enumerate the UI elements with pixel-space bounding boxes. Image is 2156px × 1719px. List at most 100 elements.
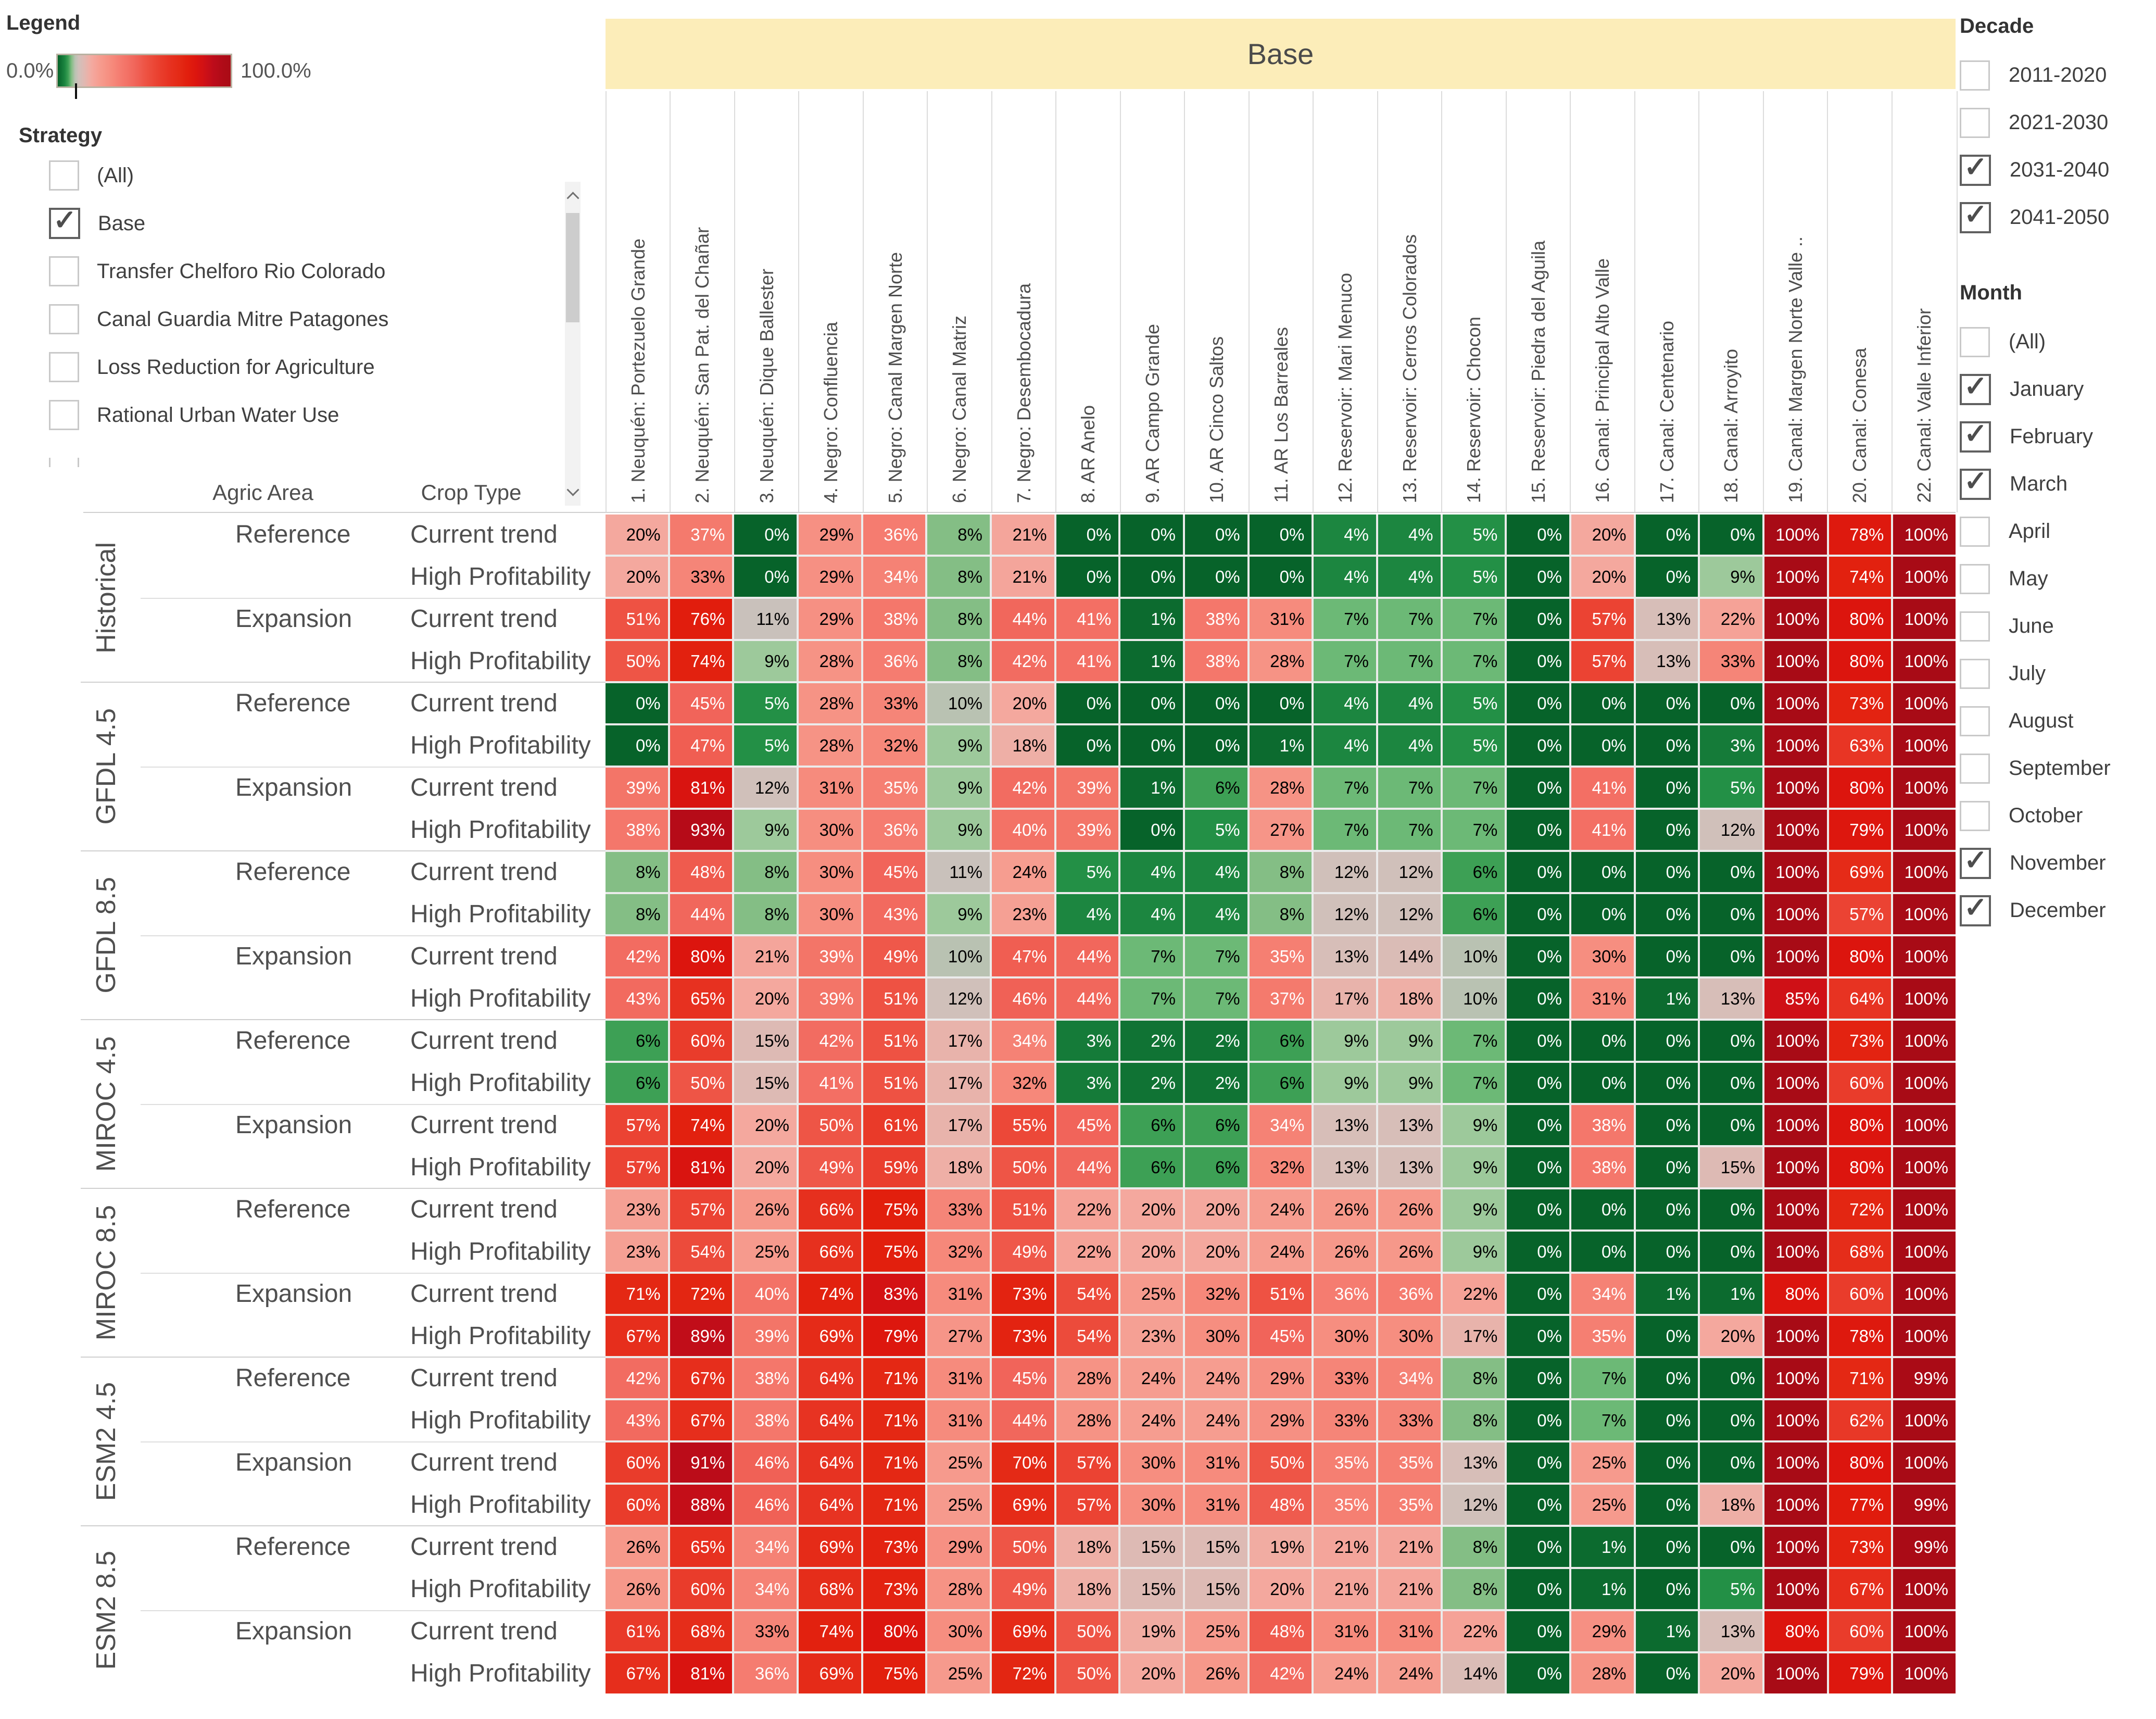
heatmap-cell[interactable]: 100%	[1893, 1316, 1956, 1356]
heatmap-cell[interactable]: 0%	[1507, 1021, 1569, 1061]
heatmap-cell[interactable]: 12%	[1378, 894, 1441, 934]
heatmap-cell[interactable]: 28%	[798, 641, 861, 681]
heatmap-cell[interactable]: 1%	[1700, 1274, 1762, 1314]
heatmap-cell[interactable]: 43%	[606, 978, 668, 1019]
heatmap-cell[interactable]: 51%	[606, 599, 668, 639]
crop-type-label-high-profitability[interactable]: High Profitability	[410, 563, 591, 591]
heatmap-cell[interactable]: 42%	[991, 768, 1054, 808]
strategy-option-partial[interactable]	[49, 458, 597, 467]
month-option-october[interactable]: October	[1960, 792, 2153, 839]
heatmap-cell[interactable]: 64%	[798, 1442, 861, 1483]
heatmap-cell[interactable]: 0%	[1507, 1442, 1569, 1483]
heatmap-cell[interactable]: 3%	[1056, 1063, 1119, 1103]
heatmap-cell[interactable]: 36%	[863, 810, 926, 850]
checkbox-checked[interactable]: ✓	[1960, 466, 1991, 500]
heatmap-cell[interactable]: 0%	[1120, 683, 1183, 723]
heatmap-cell[interactable]: 62%	[1829, 1400, 1892, 1440]
heatmap-cell[interactable]: 19%	[1120, 1611, 1183, 1651]
heatmap-cell[interactable]: 0%	[1120, 515, 1183, 555]
agric-area-label-expansion[interactable]: Expansion	[235, 1111, 352, 1139]
column-header-16-canal-principal-alto-valle[interactable]: 16. Canal: Principal Alto Valle	[1571, 91, 1635, 512]
heatmap-cell[interactable]: 6%	[606, 1063, 668, 1103]
heatmap-cell[interactable]: 18%	[1378, 978, 1441, 1019]
scrollbar-thumb[interactable]	[566, 213, 579, 322]
heatmap-cell[interactable]: 4%	[1378, 557, 1441, 597]
scenario-label-miroc-4-5[interactable]: MIROC 4.5	[78, 1021, 135, 1187]
heatmap-cell[interactable]: 13%	[1314, 1105, 1376, 1145]
heatmap-cell[interactable]: 38%	[1184, 599, 1247, 639]
heatmap-cell[interactable]: 38%	[734, 1358, 797, 1398]
heatmap-cell[interactable]: 0%	[1507, 1063, 1569, 1103]
heatmap-cell[interactable]: 24%	[1378, 1653, 1441, 1693]
heatmap-cell[interactable]: 57%	[1056, 1442, 1119, 1483]
heatmap-cell[interactable]: 67%	[606, 1316, 668, 1356]
heatmap-cell[interactable]: 60%	[1829, 1611, 1892, 1651]
heatmap-cell[interactable]: 7%	[1378, 599, 1441, 639]
heatmap-cell[interactable]: 1%	[1249, 725, 1312, 766]
heatmap-cell[interactable]: 0%	[1635, 1527, 1698, 1567]
heatmap-cell[interactable]: 22%	[1442, 1611, 1505, 1651]
heatmap-cell[interactable]: 13%	[1700, 1611, 1762, 1651]
checkbox-checked[interactable]: ✓	[1960, 199, 1991, 233]
heatmap-cell[interactable]: 9%	[1442, 1189, 1505, 1229]
heatmap-cell[interactable]: 5%	[1442, 725, 1505, 766]
heatmap-cell[interactable]: 42%	[606, 1358, 668, 1398]
checkbox-unchecked[interactable]	[1960, 60, 1990, 91]
column-header-15-reservoir-piedra-del-aguila[interactable]: 15. Reservoir: Piedra del Aguila	[1507, 91, 1571, 512]
heatmap-cell[interactable]: 21%	[991, 515, 1054, 555]
heatmap-cell[interactable]: 10%	[1442, 978, 1505, 1019]
heatmap-cell[interactable]: 0%	[1635, 1653, 1698, 1693]
heatmap-cell[interactable]: 100%	[1764, 894, 1827, 934]
heatmap-cell[interactable]: 12%	[1314, 852, 1376, 892]
heatmap-cell[interactable]: 24%	[1120, 1400, 1183, 1440]
heatmap-cell[interactable]: 100%	[1893, 641, 1956, 681]
heatmap-cell[interactable]: 24%	[991, 852, 1054, 892]
heatmap-cell[interactable]: 100%	[1893, 1653, 1956, 1693]
heatmap-cell[interactable]: 50%	[670, 1063, 733, 1103]
heatmap-cell[interactable]: 65%	[670, 1527, 733, 1567]
heatmap-cell[interactable]: 61%	[863, 1105, 926, 1145]
heatmap-cell[interactable]: 15%	[1184, 1569, 1247, 1609]
heatmap-cell[interactable]: 71%	[863, 1442, 926, 1483]
heatmap-cell[interactable]: 73%	[991, 1274, 1054, 1314]
column-header-13-reservoir-cerros-colorados[interactable]: 13. Reservoir: Cerros Colorados	[1378, 91, 1443, 512]
heatmap-cell[interactable]: 73%	[863, 1527, 926, 1567]
heatmap-cell[interactable]: 66%	[798, 1232, 861, 1272]
heatmap-cell[interactable]: 0%	[1700, 1442, 1762, 1483]
heatmap-cell[interactable]: 9%	[1442, 1105, 1505, 1145]
heatmap-cell[interactable]: 68%	[798, 1569, 861, 1609]
heatmap-cell[interactable]: 7%	[1378, 768, 1441, 808]
heatmap-cell[interactable]: 29%	[1249, 1400, 1312, 1440]
heatmap-cell[interactable]: 100%	[1893, 1274, 1956, 1314]
heatmap-cell[interactable]: 0%	[1184, 515, 1247, 555]
heatmap-cell[interactable]: 64%	[798, 1485, 861, 1525]
heatmap-cell[interactable]: 100%	[1764, 1316, 1827, 1356]
heatmap-cell[interactable]: 36%	[863, 515, 926, 555]
heatmap-cell[interactable]: 25%	[1571, 1485, 1634, 1525]
heatmap-cell[interactable]: 24%	[1249, 1189, 1312, 1229]
heatmap-cell[interactable]: 0%	[1507, 1105, 1569, 1145]
agric-area-label-reference[interactable]: Reference	[235, 1196, 351, 1223]
heatmap-cell[interactable]: 0%	[1249, 515, 1312, 555]
crop-type-label-high-profitability[interactable]: High Profitability	[410, 1407, 591, 1434]
heatmap-cell[interactable]: 17%	[927, 1021, 990, 1061]
heatmap-cell[interactable]: 28%	[798, 683, 861, 723]
heatmap-cell[interactable]: 28%	[1056, 1400, 1119, 1440]
heatmap-cell[interactable]: 70%	[991, 1442, 1054, 1483]
heatmap-cell[interactable]: 0%	[1635, 683, 1698, 723]
heatmap-cell[interactable]: 0%	[1507, 1400, 1569, 1440]
heatmap-cell[interactable]: 67%	[670, 1358, 733, 1398]
heatmap-cell[interactable]: 0%	[1056, 515, 1119, 555]
month-option-january[interactable]: ✓ January	[1960, 366, 2153, 413]
heatmap-cell[interactable]: 31%	[927, 1274, 990, 1314]
heatmap-cell[interactable]: 7%	[1120, 978, 1183, 1019]
heatmap-cell[interactable]: 80%	[1829, 1105, 1892, 1145]
heatmap-cell[interactable]: 50%	[798, 1105, 861, 1145]
heatmap-cell[interactable]: 0%	[1507, 1358, 1569, 1398]
checkbox-checked[interactable]: ✓	[1960, 152, 1991, 186]
heatmap-cell[interactable]: 40%	[991, 810, 1054, 850]
heatmap-cell[interactable]: 50%	[991, 1147, 1054, 1187]
heatmap-cell[interactable]: 12%	[1700, 810, 1762, 850]
heatmap-cell[interactable]: 36%	[863, 641, 926, 681]
heatmap-cell[interactable]: 0%	[1507, 599, 1569, 639]
